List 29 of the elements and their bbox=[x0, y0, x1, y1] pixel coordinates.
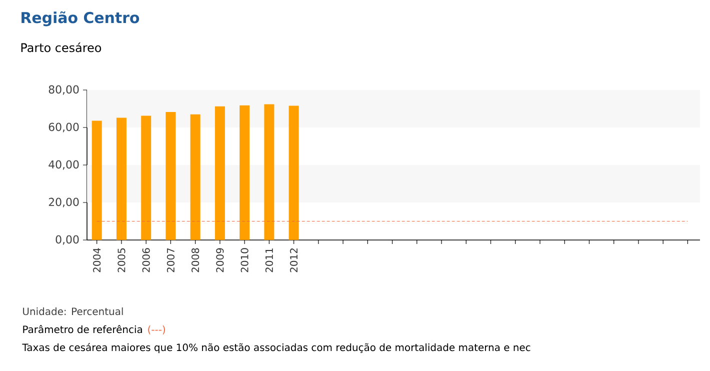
x-tick-label: 2004 bbox=[93, 248, 101, 272]
text: Taxas de cesárea maiores que 10% não estão associadas com redução de mortalidade materna e nec bbox=[22, 343, 530, 354]
bar bbox=[240, 105, 250, 240]
y-tick-label: 40,00 bbox=[48, 160, 79, 170]
x-tick-label: 2007 bbox=[166, 248, 174, 272]
bar bbox=[214, 106, 225, 240]
x-tick-label: 2005 bbox=[118, 248, 126, 272]
bar bbox=[288, 106, 299, 240]
bar bbox=[264, 104, 274, 240]
bar bbox=[141, 116, 152, 240]
x-tick-label: 2011 bbox=[265, 248, 273, 272]
bar bbox=[166, 112, 176, 240]
x-tick-label: 2006 bbox=[142, 248, 150, 272]
text: Unidade: Percentual bbox=[23, 307, 123, 316]
chart-title: Região Centro bbox=[22, 11, 140, 26]
y-tick-label: 0,00 bbox=[56, 235, 79, 245]
text: Parâmetro de referência bbox=[23, 325, 142, 334]
bar bbox=[190, 114, 200, 240]
x-tick-label: 2008 bbox=[192, 248, 200, 272]
y-tick-label: 80,00 bbox=[48, 85, 79, 95]
chart-subtitle: Parto cesáreo bbox=[21, 42, 102, 52]
x-tick-label: 2009 bbox=[216, 248, 224, 272]
y-tick-label: 60,00 bbox=[48, 122, 79, 132]
y-tick-label: 20,00 bbox=[48, 198, 79, 208]
bar bbox=[116, 118, 126, 240]
x-tick-label: 2010 bbox=[240, 248, 248, 272]
x-tick-label: 2012 bbox=[290, 248, 298, 272]
ref-line-label: (---) bbox=[148, 325, 165, 334]
bar bbox=[92, 120, 102, 240]
